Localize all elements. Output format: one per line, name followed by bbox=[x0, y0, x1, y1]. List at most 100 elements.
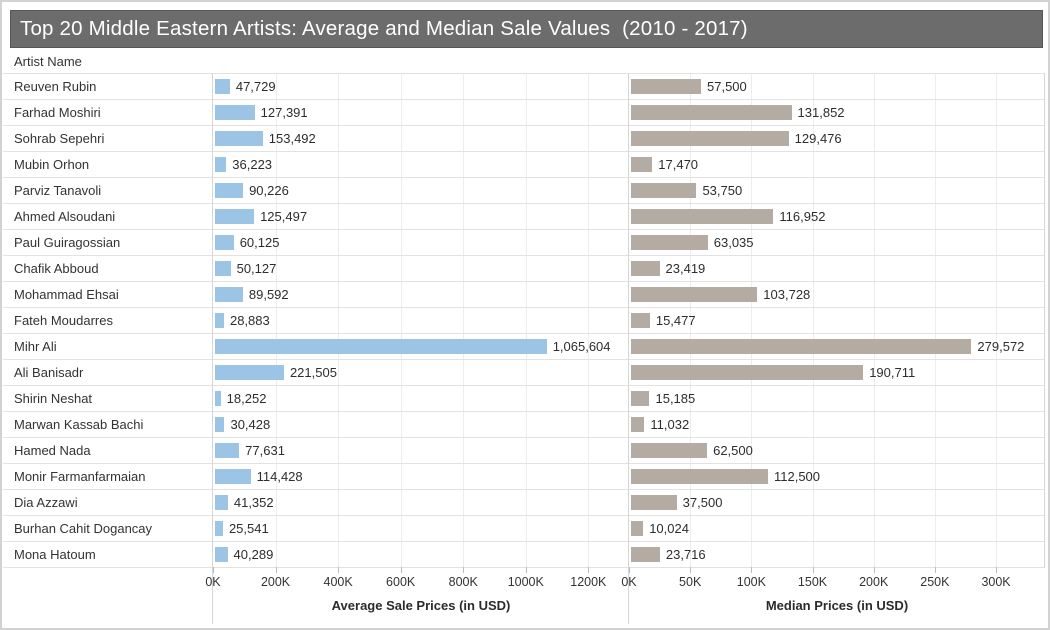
median-axis: 0K 50K 100K 150K 200K 250K 300K bbox=[621, 567, 1045, 593]
avg-value-label: 114,428 bbox=[256, 469, 303, 484]
table-row: Mona Hatoum 40,289 23,716 bbox=[3, 541, 1045, 567]
median-sale-bar[interactable] bbox=[631, 547, 660, 562]
median-sale-bar[interactable] bbox=[631, 339, 972, 354]
avg-sale-bar[interactable] bbox=[215, 105, 255, 120]
artist-name-label: Reuven Rubin bbox=[14, 79, 97, 94]
avg-value-label: 36,223 bbox=[232, 157, 273, 172]
gridline bbox=[690, 73, 692, 567]
median-value-label: 17,470 bbox=[658, 157, 699, 172]
avg-chart-cell: 18,252 bbox=[213, 386, 629, 411]
median-sale-bar[interactable] bbox=[631, 261, 660, 276]
median-sale-bar[interactable] bbox=[631, 131, 789, 146]
axis-tick-label: 300K bbox=[981, 575, 1011, 589]
median-value-label: 129,476 bbox=[794, 131, 842, 146]
median-chart-cell: 112,500 bbox=[629, 464, 1045, 489]
avg-sale-bar[interactable] bbox=[215, 183, 244, 198]
avg-chart-cell: 40,289 bbox=[213, 542, 629, 567]
avg-sale-bar[interactable] bbox=[215, 495, 228, 510]
gridline bbox=[751, 73, 753, 567]
avg-sale-bar[interactable] bbox=[215, 365, 284, 380]
artist-name-label: Shirin Neshat bbox=[14, 391, 93, 406]
median-chart-cell: 15,477 bbox=[629, 308, 1045, 333]
median-value-label: 62,500 bbox=[713, 443, 753, 458]
gridline bbox=[934, 73, 936, 567]
artist-table: Reuven Rubin 47,729 57,500 Farhad Moshiri 12… bbox=[3, 73, 1045, 568]
median-value-label: 112,500 bbox=[773, 469, 821, 484]
median-sale-bar[interactable] bbox=[631, 287, 758, 302]
axis-tick bbox=[996, 567, 998, 573]
gridline bbox=[400, 73, 402, 567]
median-sale-bar[interactable] bbox=[631, 235, 708, 250]
axis-tick bbox=[588, 567, 590, 573]
median-value-label: 279,572 bbox=[977, 339, 1025, 354]
median-chart-cell: 62,500 bbox=[629, 438, 1045, 463]
avg-sale-bar[interactable] bbox=[215, 417, 225, 432]
avg-value-label: 50,127 bbox=[236, 261, 277, 276]
artist-name-label: Fateh Moudarres bbox=[14, 313, 113, 328]
artist-name-label: Burhan Cahit Dogancay bbox=[14, 521, 153, 536]
median-sale-bar[interactable] bbox=[631, 443, 708, 458]
avg-axis-title: Average Sale Prices (in USD) bbox=[331, 598, 511, 613]
median-sale-bar[interactable] bbox=[631, 417, 645, 432]
artist-name-label: Mubin Orhon bbox=[14, 157, 90, 172]
avg-axis: 0K 200K 400K 600K 800K 1000K 1200K bbox=[205, 567, 629, 593]
avg-sale-bar[interactable] bbox=[215, 469, 251, 484]
axis-tick-label: 250K bbox=[920, 575, 950, 589]
avg-sale-bar[interactable] bbox=[215, 313, 224, 328]
dashboard-title: Top 20 Middle Eastern Artists: Average a… bbox=[10, 10, 1043, 48]
column-separator-charts bbox=[628, 73, 629, 624]
avg-sale-bar[interactable] bbox=[215, 391, 221, 406]
table-row: Mubin Orhon 36,223 17,470 bbox=[3, 151, 1045, 177]
avg-sale-bar[interactable] bbox=[215, 209, 255, 224]
median-sale-bar[interactable] bbox=[631, 105, 792, 120]
artist-name-label: Ali Banisadr bbox=[14, 365, 84, 380]
table-row: Monir Farmanfarmaian 114,428 112,500 bbox=[3, 463, 1045, 489]
table-row: Burhan Cahit Dogancay 25,541 10,024 bbox=[3, 515, 1045, 541]
avg-chart-cell: 153,492 bbox=[213, 126, 629, 151]
avg-value-label: 221,505 bbox=[289, 365, 337, 380]
axis-tick bbox=[690, 567, 692, 573]
avg-value-label: 30,428 bbox=[230, 417, 271, 432]
avg-sale-bar[interactable] bbox=[215, 547, 228, 562]
median-sale-bar[interactable] bbox=[631, 209, 774, 224]
avg-sale-bar[interactable] bbox=[215, 261, 231, 276]
table-row: Shirin Neshat 18,252 15,185 bbox=[3, 385, 1045, 411]
artist-name-label: Dia Azzawi bbox=[14, 495, 78, 510]
median-sale-bar[interactable] bbox=[631, 365, 864, 380]
axis-tick-label: 400K bbox=[323, 575, 353, 589]
avg-chart-cell: 50,127 bbox=[213, 256, 629, 281]
avg-value-label: 47,729 bbox=[235, 79, 276, 94]
median-sale-bar[interactable] bbox=[631, 521, 644, 536]
avg-sale-bar[interactable] bbox=[215, 157, 227, 172]
median-chart-cell: 57,500 bbox=[629, 74, 1045, 99]
avg-chart-cell: 47,729 bbox=[213, 74, 629, 99]
axis-tick bbox=[873, 567, 875, 573]
median-value-label: 116,952 bbox=[779, 209, 826, 224]
median-sale-bar[interactable] bbox=[631, 157, 653, 172]
avg-chart-cell: 60,125 bbox=[213, 230, 629, 255]
gridline bbox=[338, 73, 340, 567]
avg-sale-bar[interactable] bbox=[215, 79, 230, 94]
avg-sale-bar[interactable] bbox=[215, 131, 263, 146]
axis-tick-label: 200K bbox=[859, 575, 889, 589]
avg-sale-bar[interactable] bbox=[215, 235, 234, 250]
median-sale-bar[interactable] bbox=[631, 495, 677, 510]
avg-sale-bar[interactable] bbox=[215, 443, 240, 458]
median-value-label: 57,500 bbox=[707, 79, 747, 94]
median-sale-bar[interactable] bbox=[631, 469, 768, 484]
median-sale-bar[interactable] bbox=[631, 313, 650, 328]
median-sale-bar[interactable] bbox=[631, 183, 697, 198]
gridline bbox=[275, 73, 277, 567]
table-row: Reuven Rubin 47,729 57,500 bbox=[3, 73, 1045, 99]
artist-name-label: Hamed Nada bbox=[14, 443, 91, 458]
avg-sale-bar[interactable] bbox=[215, 287, 243, 302]
avg-chart-cell: 90,226 bbox=[213, 178, 629, 203]
median-sale-bar[interactable] bbox=[631, 79, 701, 94]
median-value-label: 11,032 bbox=[650, 417, 690, 432]
avg-sale-bar[interactable] bbox=[215, 339, 547, 354]
avg-sale-bar[interactable] bbox=[215, 521, 223, 536]
axis-tick-label: 1000K bbox=[507, 575, 544, 589]
avg-chart-cell: 114,428 bbox=[213, 464, 629, 489]
artist-name-label: Mihr Ali bbox=[14, 339, 57, 354]
median-sale-bar[interactable] bbox=[631, 391, 650, 406]
